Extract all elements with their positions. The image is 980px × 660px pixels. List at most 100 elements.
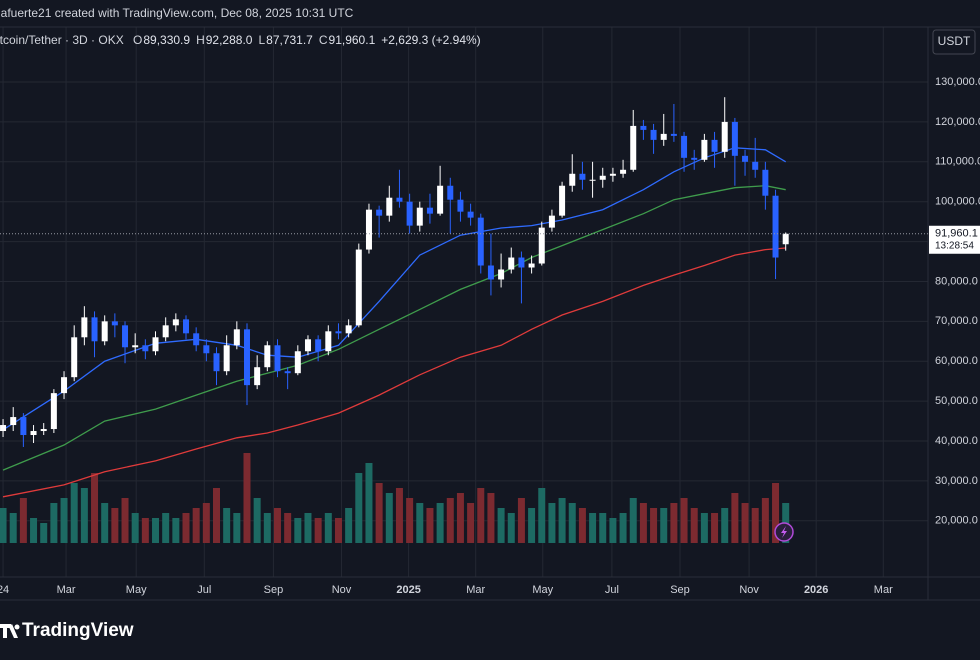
- ma-layer: [2, 147, 787, 498]
- candle-body: [172, 319, 179, 326]
- legend-value: 87,731.7: [266, 33, 313, 47]
- candle-body: [467, 211, 474, 218]
- volume-bar: [680, 498, 688, 543]
- volume-bar: [741, 503, 749, 543]
- legend-key: H: [196, 33, 205, 47]
- candle-body: [122, 325, 129, 348]
- candle-body: [426, 207, 433, 214]
- volume-bar: [9, 513, 17, 543]
- volume-bar: [40, 523, 48, 543]
- volume-bar: [345, 508, 353, 543]
- volume-bar: [172, 518, 180, 543]
- last-price-label: 91,960.1: [935, 228, 978, 240]
- candle-body: [447, 185, 454, 200]
- candle-body: [325, 331, 332, 352]
- candle-body: [548, 215, 555, 228]
- candle-body: [20, 417, 27, 436]
- volume-bar: [436, 503, 444, 543]
- candle-body: [152, 337, 159, 352]
- volume-bar: [426, 508, 434, 543]
- x-tick-label: Jul: [605, 584, 619, 596]
- volume-bar: [406, 498, 414, 543]
- legend-value: 92,288.0: [206, 33, 253, 47]
- candle-body: [294, 351, 301, 374]
- x-tick-label: Jul: [197, 584, 211, 596]
- footer-logo-dot: [14, 624, 20, 630]
- x-tick-label: 2026: [804, 584, 828, 596]
- candle-body: [721, 121, 728, 152]
- candle-body: [213, 353, 220, 372]
- volume-bar: [233, 513, 241, 543]
- volume-bar: [202, 503, 210, 543]
- volume-bar: [568, 503, 576, 543]
- candle-body: [416, 207, 423, 226]
- candle-body: [233, 329, 240, 346]
- volume-bar: [599, 513, 607, 543]
- legend-value: 89,330.9: [143, 33, 190, 47]
- volume-bar: [152, 518, 160, 543]
- last-price-tag: [929, 225, 980, 254]
- candle-body: [559, 185, 566, 216]
- legend-value: 91,960.1: [329, 33, 376, 47]
- legend-change: +2,629.3 (+2.94%): [381, 33, 480, 47]
- volume-bar: [538, 488, 546, 543]
- volume-bar: [162, 513, 170, 543]
- candle-body: [477, 217, 484, 266]
- currency-box[interactable]: [932, 29, 976, 55]
- footer-brand: TradingView: [22, 620, 134, 641]
- x-tick-label: 24: [0, 584, 9, 596]
- volume-bar: [19, 498, 27, 543]
- moving-average: [2, 147, 787, 431]
- candle-body: [752, 161, 759, 170]
- volume-bar: [121, 498, 129, 543]
- volume-bar: [751, 508, 759, 543]
- volume-bar: [711, 513, 719, 543]
- x-tick-label: Sep: [670, 584, 690, 596]
- candle-body: [386, 197, 393, 216]
- candle-body: [589, 179, 596, 181]
- volume-bar: [517, 498, 525, 543]
- y-tick-label: 60,000.0: [935, 355, 978, 367]
- volume-bar: [761, 498, 769, 543]
- volume-bar: [619, 513, 627, 543]
- y-tick-label: 20,000.0: [935, 515, 978, 527]
- candle-body: [630, 125, 637, 170]
- volume-bar: [324, 513, 332, 543]
- volume-bar: [528, 508, 536, 543]
- x-tick-label: May: [126, 584, 147, 596]
- y-tick-label: 70,000.0: [935, 315, 978, 327]
- candle-body: [670, 133, 677, 136]
- candle-body: [142, 345, 149, 352]
- candle-body: [437, 185, 444, 214]
- volume-bar: [609, 518, 617, 543]
- volume-bar: [182, 513, 190, 543]
- y-tick-label: 50,000.0: [935, 395, 978, 407]
- volume-bar: [304, 513, 312, 543]
- volume-bar: [263, 513, 271, 543]
- x-tick-label: Mar: [466, 584, 485, 596]
- volume-bar: [192, 508, 200, 543]
- y-tick-label: 130,000.0: [935, 76, 980, 88]
- volume-bar: [416, 503, 424, 543]
- ohlc-legend: O 89,330.9 H 92,288.0 L 87,731.7 C 91,960.1 +2,6…: [133, 33, 481, 47]
- candle-body: [132, 345, 139, 348]
- volume-bar: [141, 518, 149, 543]
- candle-body: [681, 135, 688, 158]
- volume-bar: [212, 488, 220, 543]
- volume-bar: [355, 473, 363, 543]
- volume-bar: [253, 498, 261, 543]
- volume-bar: [0, 508, 7, 543]
- candle-body: [599, 175, 606, 180]
- candle-body: [620, 169, 627, 174]
- volume-bar: [365, 463, 373, 543]
- candle-body: [0, 425, 7, 432]
- candle-layer: [0, 97, 789, 447]
- currency[interactable]: USDT: [938, 34, 971, 48]
- candle-body: [650, 129, 657, 140]
- candle-body: [162, 325, 169, 338]
- candle-body: [284, 371, 291, 374]
- legend-key: O: [133, 33, 142, 47]
- candle-body: [355, 249, 362, 326]
- candle-body: [101, 321, 108, 342]
